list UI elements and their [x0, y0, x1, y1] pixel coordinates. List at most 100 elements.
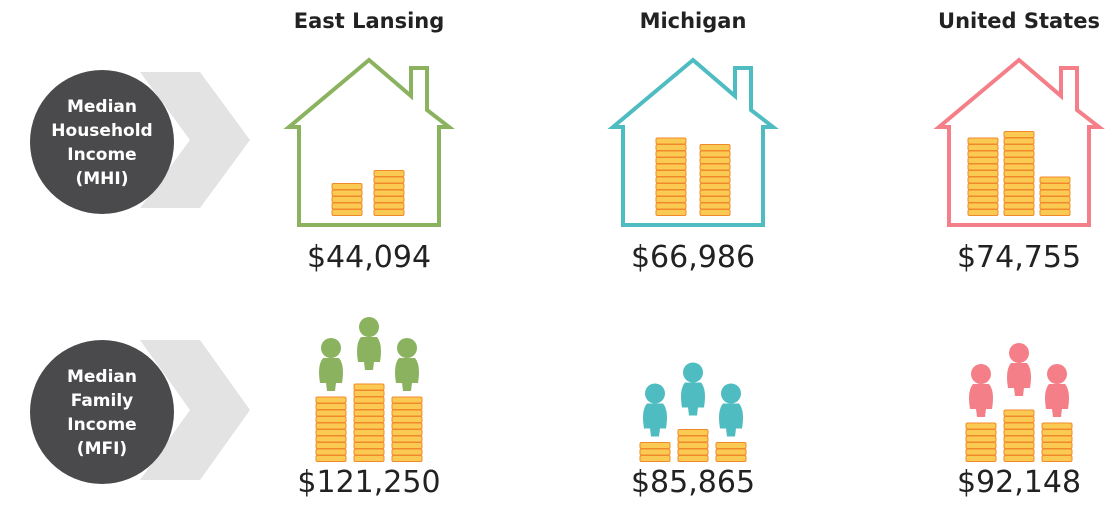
coin: [967, 196, 999, 203]
coin: [1003, 170, 1035, 177]
coin: [373, 183, 405, 190]
coin: [967, 183, 999, 190]
coin: [677, 435, 709, 443]
coin: [315, 396, 347, 404]
coin: [1003, 176, 1035, 184]
income-value: $85,865: [631, 465, 755, 500]
coin: [965, 422, 997, 430]
income-value: $44,094: [307, 240, 431, 275]
house: [933, 57, 1105, 227]
chevron: [140, 340, 250, 480]
coin: [373, 209, 405, 216]
coin: [699, 202, 731, 210]
coin: [1003, 183, 1035, 190]
coin: [655, 137, 687, 145]
coin: [391, 429, 423, 436]
coin: [1003, 131, 1035, 138]
coin: [965, 448, 997, 456]
person-head: [971, 364, 991, 384]
income-value: $74,755: [957, 240, 1081, 275]
coin: [391, 422, 423, 430]
coin: [1003, 429, 1035, 436]
person-body: [643, 403, 667, 437]
coin: [353, 409, 385, 417]
coin: [1003, 409, 1035, 417]
coin: [1003, 442, 1035, 449]
coin: [655, 176, 687, 184]
coin: [655, 150, 687, 158]
coin: [353, 403, 385, 410]
person-body: [1007, 363, 1031, 396]
coin: [391, 396, 423, 404]
coin: [1041, 455, 1073, 462]
coin: [1039, 202, 1071, 210]
person-head: [359, 317, 379, 337]
column-header: United States: [938, 9, 1100, 33]
coin: [1003, 196, 1035, 203]
row-label: (MHI): [75, 169, 128, 189]
coin: [639, 448, 671, 456]
coin: [1041, 422, 1073, 430]
coin: [677, 429, 709, 436]
coin: [655, 189, 687, 197]
coin: [655, 202, 687, 210]
row-label: (MFI): [77, 439, 127, 459]
coin: [655, 163, 687, 171]
coin: [315, 416, 347, 423]
coin: [1003, 448, 1035, 456]
coin: [353, 396, 385, 404]
row-badge: [30, 340, 174, 484]
coin: [315, 448, 347, 456]
coin: [315, 442, 347, 449]
coin: [655, 183, 687, 190]
house: [607, 57, 779, 227]
coin: [967, 209, 999, 216]
person-head: [397, 338, 417, 358]
coin: [967, 137, 999, 145]
coin: [353, 383, 385, 391]
row-badge: [30, 70, 174, 214]
coin: [699, 163, 731, 171]
coin: [353, 429, 385, 436]
column-header: Michigan: [640, 9, 747, 33]
coin: [1039, 183, 1071, 190]
coin: [967, 176, 999, 184]
coin: [967, 189, 999, 197]
coin: [373, 202, 405, 210]
person-body: [969, 384, 993, 417]
coin: [315, 403, 347, 410]
coin: [965, 455, 997, 462]
coin: [353, 435, 385, 443]
coin: [1003, 455, 1035, 462]
person-body: [395, 358, 419, 391]
coin: [639, 442, 671, 449]
coin: [699, 189, 731, 197]
coin: [677, 448, 709, 456]
coin: [699, 170, 731, 177]
chevron: [140, 72, 250, 208]
coin: [1039, 196, 1071, 203]
coin: [373, 170, 405, 177]
income-value: $66,986: [631, 240, 755, 275]
coin: [1041, 429, 1073, 436]
coin: [353, 442, 385, 449]
coin: [1041, 435, 1073, 443]
coin: [655, 170, 687, 177]
coin: [965, 435, 997, 443]
coin: [315, 429, 347, 436]
coin: [315, 409, 347, 417]
person-body: [719, 403, 743, 437]
coin: [967, 144, 999, 151]
coin: [965, 429, 997, 436]
coin: [373, 176, 405, 184]
coin: [655, 144, 687, 151]
coin: [315, 422, 347, 430]
coin: [353, 390, 385, 397]
coin: [1003, 209, 1035, 216]
coin: [391, 442, 423, 449]
coin: [391, 409, 423, 417]
coin: [331, 209, 363, 216]
row-label: Family: [71, 391, 134, 411]
coin: [353, 422, 385, 430]
